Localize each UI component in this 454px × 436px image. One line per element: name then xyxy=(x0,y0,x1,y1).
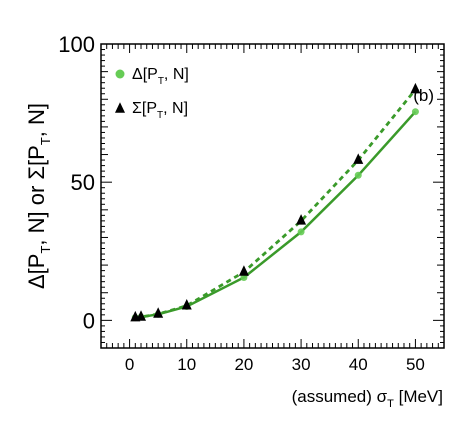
x-tick-label: 50 xyxy=(406,355,425,374)
y-axis-title: Δ[PT, N] or Σ[PT, N] xyxy=(24,103,53,289)
legend-item: Σ[PT, N] xyxy=(115,100,188,121)
panel-label: (b) xyxy=(413,86,434,105)
data-markers xyxy=(130,82,421,322)
data-point-sigma xyxy=(153,307,164,318)
data-point-sigma xyxy=(136,310,147,321)
legend-item: Δ[PT, N] xyxy=(115,66,189,87)
series-lines xyxy=(135,88,417,319)
x-axis: 0 10 20 30 40 50 xyxy=(100,44,445,374)
data-point-delta xyxy=(240,274,248,282)
plot-frame xyxy=(100,43,445,349)
data-point-delta xyxy=(354,171,362,179)
y-tick-label: 0 xyxy=(83,308,95,333)
data-point-sigma xyxy=(181,298,192,310)
series-line-delta xyxy=(135,110,417,319)
x-tick-label: 20 xyxy=(234,355,253,374)
series-line-sigma xyxy=(135,88,417,319)
data-point-sigma xyxy=(296,214,307,225)
data-point-sigma xyxy=(238,265,249,276)
data-point-sigma xyxy=(410,82,421,94)
y-tick-label: 100 xyxy=(58,32,95,57)
y-axis: 0 50 100 xyxy=(58,32,444,349)
y-axis-title-group: Δ[PT, N] or Σ[PT, N] xyxy=(24,103,53,289)
x-tick-label: 10 xyxy=(177,355,196,374)
data-point-delta xyxy=(411,108,419,116)
y-tick-label: 50 xyxy=(71,170,95,195)
data-point-sigma xyxy=(353,153,364,164)
data-point-delta xyxy=(297,228,305,236)
legend-label: Δ[PT, N] xyxy=(132,66,189,87)
legend-label: Σ[PT, N] xyxy=(132,100,188,121)
x-axis-title: (assumed) σT [MeV] xyxy=(292,387,443,410)
legend: Δ[PT, N] Σ[PT, N] xyxy=(115,66,189,121)
y-axis-title-text: Δ[PT, N] or Σ[PT, N] xyxy=(24,103,53,289)
x-tick-label: 40 xyxy=(349,355,368,374)
plot-border xyxy=(100,43,445,349)
x-tick-label: 30 xyxy=(292,355,311,374)
legend-marker-sigma xyxy=(115,102,125,113)
legend-marker-delta xyxy=(115,69,125,79)
x-tick-label: 0 xyxy=(125,355,134,374)
